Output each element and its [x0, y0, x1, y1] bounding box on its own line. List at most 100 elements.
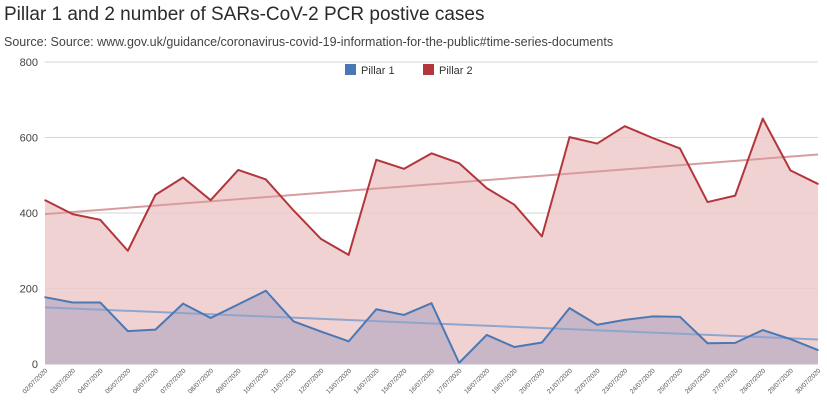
x-tick-label: 23/07/2020 — [601, 367, 629, 395]
data-point — [513, 203, 516, 206]
x-tick-label: 21/07/2020 — [546, 367, 574, 395]
x-tick-label: 02/07/2020 — [21, 367, 49, 395]
data-point — [679, 147, 681, 150]
x-tick-label: 24/07/2020 — [629, 367, 657, 395]
data-point — [513, 346, 516, 348]
x-tick-label: 05/07/2020 — [104, 367, 132, 395]
y-tick-label: 200 — [20, 284, 38, 296]
data-point — [817, 349, 819, 351]
data-point — [265, 178, 267, 181]
data-point — [706, 342, 709, 345]
x-tick-label: 09/07/2020 — [215, 367, 243, 395]
data-point — [71, 301, 74, 304]
legend-label: Pillar 2 — [439, 65, 473, 77]
data-point — [154, 328, 157, 331]
y-tick-label: 800 — [20, 57, 38, 69]
data-point — [430, 152, 433, 155]
data-point — [99, 301, 102, 304]
data-point — [734, 342, 736, 344]
x-tick-label: 17/07/2020 — [436, 367, 464, 395]
y-tick-label: 400 — [20, 208, 38, 220]
data-point — [44, 199, 46, 201]
data-point — [127, 249, 129, 252]
x-tick-label: 28/07/2020 — [739, 367, 767, 395]
data-point — [237, 169, 240, 171]
data-point — [568, 307, 571, 309]
series-area-pillar-2 — [45, 118, 818, 364]
x-tick-label: 19/07/2020 — [491, 367, 519, 395]
data-point — [734, 194, 736, 197]
x-tick-label: 25/07/2020 — [656, 367, 684, 395]
data-point — [237, 303, 240, 306]
data-point — [430, 302, 433, 305]
data-point — [541, 235, 543, 238]
legend-swatch — [423, 64, 434, 75]
data-point — [651, 315, 654, 318]
data-point — [458, 162, 460, 164]
data-point — [817, 183, 819, 185]
data-point — [485, 334, 488, 336]
data-point — [596, 323, 598, 326]
chart-subtitle: Source: Source: www.gov.uk/guidance/coro… — [4, 35, 614, 49]
data-point — [375, 308, 378, 311]
data-point — [347, 254, 350, 256]
data-point — [623, 125, 626, 127]
data-point — [209, 199, 212, 201]
data-point — [761, 329, 764, 331]
x-tick-label: 06/07/2020 — [132, 367, 160, 395]
data-point — [375, 158, 378, 161]
x-tick-label: 07/07/2020 — [159, 367, 187, 395]
data-point — [292, 209, 295, 212]
x-tick-label: 03/07/2020 — [49, 367, 77, 395]
data-point — [568, 136, 571, 138]
data-point — [403, 168, 405, 170]
data-point — [789, 169, 792, 172]
legend-item: Pillar 2 — [423, 64, 473, 77]
x-tick-label: 10/07/2020 — [242, 367, 270, 395]
x-tick-label: 26/07/2020 — [684, 367, 712, 395]
data-point — [265, 289, 267, 292]
data-point — [623, 319, 626, 321]
data-point — [596, 142, 598, 145]
series-area-pillar-1 — [45, 290, 818, 364]
data-point — [651, 137, 654, 139]
legend: Pillar 1 Pillar 2 — [345, 64, 473, 77]
y-tick-label: 600 — [20, 133, 38, 145]
data-point — [403, 314, 405, 316]
data-point — [485, 187, 488, 189]
data-point — [182, 302, 184, 305]
data-point — [71, 213, 74, 215]
data-point — [541, 341, 543, 344]
data-point — [458, 362, 460, 364]
legend-label: Pillar 1 — [361, 65, 395, 77]
data-point — [44, 296, 46, 298]
chart-title: Pillar 1 and 2 number of SARs-CoV-2 PCR … — [4, 4, 485, 25]
x-tick-label: 11/07/2020 — [270, 367, 298, 395]
data-point — [789, 338, 792, 340]
x-tick-label: 04/07/2020 — [77, 367, 105, 395]
data-point — [209, 317, 212, 319]
x-tick-label: 27/07/2020 — [712, 367, 740, 395]
data-point — [761, 117, 764, 120]
y-tick-label: 0 — [32, 359, 38, 371]
data-point — [320, 330, 322, 333]
x-tick-label: 18/07/2020 — [463, 367, 491, 395]
x-tick-label: 13/07/2020 — [325, 367, 353, 395]
data-point — [154, 194, 157, 196]
x-tick-label: 16/07/2020 — [408, 367, 436, 395]
x-tick-label: 20/07/2020 — [518, 367, 546, 395]
x-tick-label: 29/07/2020 — [767, 367, 795, 395]
data-point — [706, 201, 709, 203]
data-point — [679, 316, 681, 318]
legend-item: Pillar 1 — [345, 64, 395, 77]
data-point — [99, 218, 102, 221]
x-tick-label: 14/07/2020 — [353, 367, 381, 395]
data-point — [127, 330, 129, 332]
data-point — [320, 238, 322, 240]
x-tick-label: 12/07/2020 — [298, 367, 326, 395]
x-tick-label: 08/07/2020 — [187, 367, 215, 395]
x-tick-label: 15/07/2020 — [380, 367, 408, 395]
legend-swatch — [345, 64, 356, 75]
